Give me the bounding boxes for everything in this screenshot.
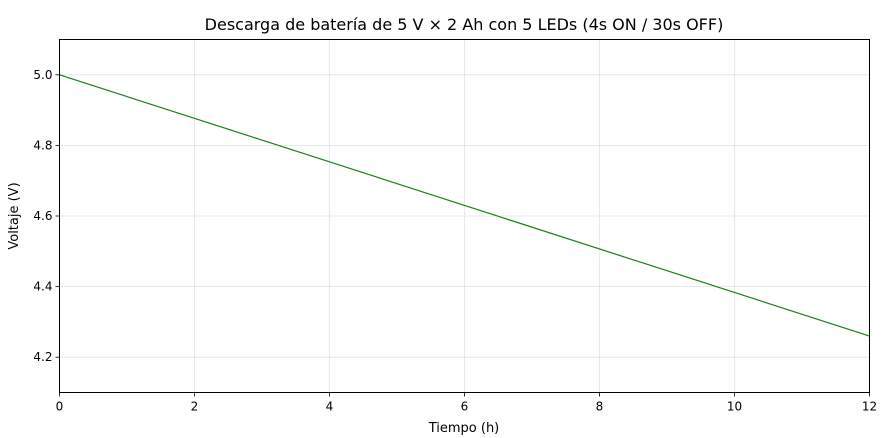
x-axis-label: Tiempo (h) (428, 421, 500, 436)
y-axis-label: Voltaje (V) (7, 182, 22, 249)
y-axis-ticks: 4.2 4.4 4.6 4.8 5.0 (33, 68, 60, 364)
x-tick-label: 12 (862, 400, 877, 414)
x-tick-label: 8 (596, 400, 604, 414)
y-tick-label: 5.0 (33, 68, 52, 82)
voltage-line (59, 74, 870, 337)
grid (59, 39, 870, 393)
x-tick-label: 2 (191, 400, 199, 414)
y-tick-label: 4.4 (33, 280, 52, 294)
chart-title: Descarga de batería de 5 V × 2 Ah con 5 … (205, 15, 724, 34)
y-tick-label: 4.6 (33, 209, 52, 223)
x-tick-label: 4 (326, 400, 334, 414)
y-tick-label: 4.2 (33, 350, 52, 364)
series-group (59, 74, 870, 337)
x-tick-label: 0 (56, 400, 64, 414)
x-tick-label: 6 (461, 400, 469, 414)
y-tick-label: 4.8 (33, 138, 52, 152)
x-axis-ticks: 0 2 4 6 8 10 12 (56, 392, 877, 414)
x-tick-label: 10 (727, 400, 742, 414)
